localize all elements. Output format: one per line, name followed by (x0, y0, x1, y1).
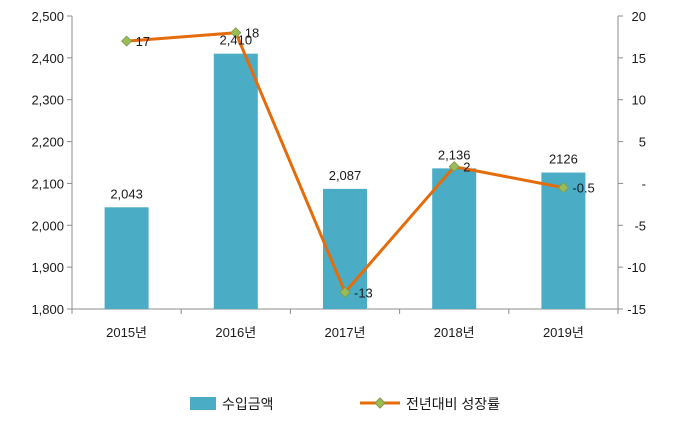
left-tick-label: 1,800 (31, 302, 64, 317)
bar-value-label: 2,136 (438, 147, 471, 162)
bar-value-label: 2,410 (220, 33, 253, 48)
right-tick-label: -10 (627, 260, 646, 275)
line-value-label: 2 (463, 160, 470, 175)
legend: 수입금액 전년대비 성장률 (190, 396, 500, 412)
legend-line-marker (374, 397, 386, 409)
left-tick-label: 1,900 (31, 260, 64, 275)
left-tick-label: 2,400 (31, 51, 64, 66)
category-label: 2018년 (434, 325, 475, 340)
right-tick-label: 5 (639, 135, 646, 150)
legend-bar-label: 수입금액 (222, 396, 274, 412)
left-tick-label: 2,000 (31, 218, 64, 233)
legend-bar-swatch (190, 397, 216, 410)
bar (104, 207, 149, 309)
bar-value-label: 2,087 (329, 168, 362, 183)
line-value-label: -0.5 (572, 181, 594, 196)
line-value-label: 17 (136, 34, 150, 49)
bar (213, 53, 258, 309)
category-label: 2019년 (543, 325, 584, 340)
legend-line-label: 전년대비 성장률 (406, 396, 500, 412)
left-tick-label: 2,300 (31, 93, 64, 108)
line-marker (230, 27, 242, 39)
line-value-label: -13 (354, 285, 373, 300)
bar-value-label: 2126 (549, 152, 578, 167)
left-tick-label: 2,500 (31, 9, 64, 24)
left-tick-label: 2,200 (31, 135, 64, 150)
category-label: 2017년 (325, 325, 366, 340)
left-tick-label: 2,100 (31, 176, 64, 191)
line-value-label: 18 (245, 26, 259, 41)
line-marker (121, 35, 133, 47)
data-labels: 2,043 2,410 2,087 2,136 2126 17 18 -13 2 -0.5 (110, 26, 594, 301)
line-marker (339, 286, 351, 298)
bar (541, 172, 586, 309)
right-tick-label: -15 (627, 302, 646, 317)
category-label: 2015년 (106, 325, 147, 340)
right-tick-label: 15 (632, 51, 646, 66)
right-tick-label: 10 (632, 93, 646, 108)
right-tick-label: 20 (632, 9, 646, 24)
bar-series (104, 53, 586, 309)
line-marker (557, 182, 569, 194)
category-label: 2016년 (215, 325, 256, 340)
right-tick-label: - (642, 176, 646, 191)
chart-axes: 1,800 1,900 2,000 2,100 2,200 2,300 2,400 2,500… (31, 9, 646, 340)
bar (432, 168, 477, 309)
bar-value-label: 2,043 (110, 186, 143, 201)
right-tick-label: -5 (634, 218, 646, 233)
line-marker (448, 161, 460, 173)
line-series (121, 27, 569, 298)
